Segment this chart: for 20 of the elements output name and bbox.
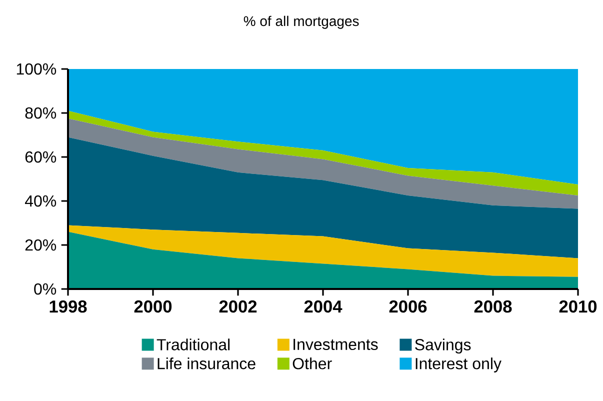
legend-label: Interest only [416, 358, 502, 372]
y-tick-label: 40% [24, 195, 56, 207]
y-tick-label: 100% [16, 63, 56, 75]
legend-label: Traditional [156, 338, 230, 350]
x-tick-label: 2006 [389, 300, 427, 313]
legend-label: Life insurance [158, 358, 256, 370]
y-tick-label: 80% [25, 107, 56, 119]
y-tick-label: 20% [25, 239, 56, 251]
legend-label: Savings [415, 338, 471, 354]
x-tick-label: 2008 [474, 300, 512, 313]
x-tick-label: 2010 [559, 300, 597, 313]
y-tick-label: 0% [34, 283, 56, 295]
x-tick-label: 2004 [304, 300, 342, 313]
x-tick-label: 1998 [50, 300, 87, 313]
legend-label: Investments [294, 338, 378, 350]
x-tick-label: 2000 [134, 300, 172, 313]
legend-label: Other [292, 358, 332, 370]
y-tick-label: 60% [25, 151, 56, 163]
x-tick-label: 2002 [219, 300, 257, 313]
chart-title: % of all mortgages [244, 16, 359, 29]
